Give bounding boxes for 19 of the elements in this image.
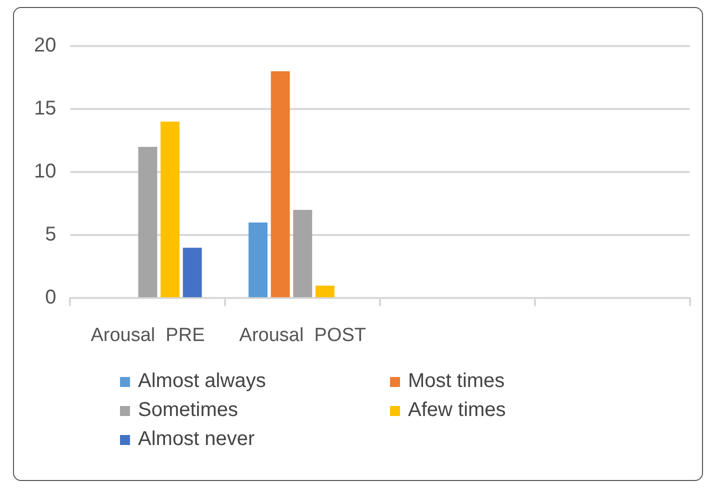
legend-label: Sometimes (138, 399, 238, 422)
bar (293, 210, 312, 298)
y-tick-label: 15 (34, 98, 56, 120)
legend-label: Most times (408, 370, 505, 393)
bar (270, 71, 290, 298)
y-tick-label: 0 (45, 286, 56, 309)
legend-label: Almost never (138, 428, 255, 451)
bar (315, 286, 334, 298)
x-tick-label: Arousal POST (239, 324, 366, 346)
y-tick-label: 20 (34, 34, 56, 57)
y-tick-label: 5 (45, 224, 56, 246)
bar (138, 146, 158, 298)
x-tick-label: Arousal PRE (90, 324, 205, 346)
legend-label: Afew times (408, 399, 506, 422)
bar (182, 248, 202, 298)
y-tick-label: 10 (34, 160, 56, 183)
bar (248, 222, 268, 298)
bar (160, 122, 180, 298)
legend-label: Almost always (138, 370, 266, 393)
